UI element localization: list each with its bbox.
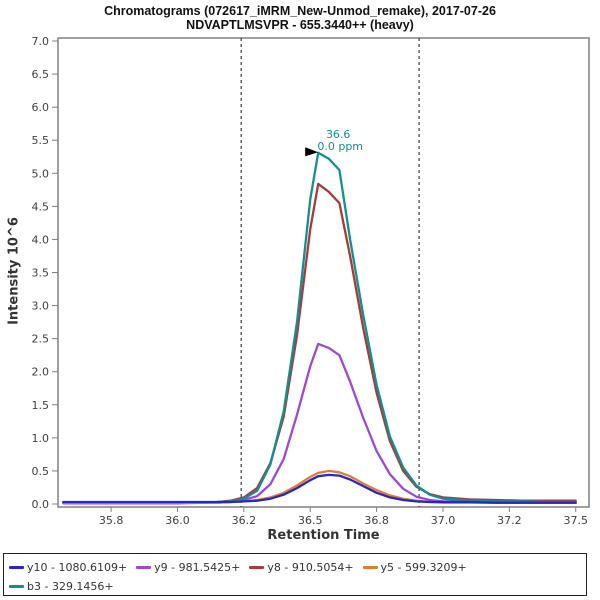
plot-border	[57, 37, 590, 508]
series-y10	[62, 473, 577, 504]
legend-item-y8: y8 - 910.5054+	[249, 558, 354, 577]
x-tick-label: 36.2	[232, 514, 257, 527]
chart-subtitle: NDVAPTLMSVPR - 655.3440++ (heavy)	[186, 18, 414, 32]
chart-title: Chromatograms (072617_iMRM_New-Unmod_rem…	[104, 4, 496, 18]
y-tick-label: 5.5	[32, 134, 50, 147]
legend-swatch-y5-icon	[362, 566, 378, 569]
peak-rt-annotation: 36.6	[326, 128, 351, 141]
series-y9	[62, 342, 577, 505]
legend-label-y10: y10 - 1080.6109+	[27, 561, 128, 574]
y-tick-label: 0.0	[32, 498, 50, 511]
legend-item-b3: b3 - 329.1456+	[9, 577, 114, 596]
y-tick-label: 3.0	[32, 300, 50, 313]
legend-label-y8: y8 - 910.5054+	[267, 561, 354, 574]
legend-item-y9: y9 - 981.5425+	[136, 558, 240, 577]
x-axis-title: Retention Time	[267, 528, 380, 543]
legend-swatch-y10-icon	[9, 566, 24, 569]
legend-swatch-b3-icon	[9, 585, 24, 588]
y-tick-label: 4.5	[32, 200, 50, 213]
chart-title-block: Chromatograms (072617_iMRM_New-Unmod_rem…	[0, 4, 600, 32]
legend-item-y10: y10 - 1080.6109+	[9, 558, 127, 577]
y-tick-label: 5.0	[32, 167, 50, 180]
y-tick-label: 1.0	[32, 432, 50, 445]
y-tick-label: 7.0	[32, 35, 50, 48]
x-tick-label: 36.8	[364, 514, 389, 527]
y-tick-label: 6.0	[32, 101, 50, 114]
x-tick-label: 36.0	[165, 514, 190, 527]
legend-label-b3: b3 - 329.1456+	[27, 580, 114, 593]
x-tick-label: 37.2	[497, 514, 522, 527]
x-tick-label: 36.5	[298, 514, 323, 527]
y-tick-label: 2.5	[32, 333, 50, 346]
legend-swatch-y8-icon	[249, 566, 265, 569]
x-tick-label: 37.5	[563, 514, 588, 527]
y-tick-label: 4.0	[32, 233, 50, 246]
y-tick-label: 0.5	[32, 465, 50, 478]
legend-label-y9: y9 - 981.5425+	[154, 561, 241, 574]
x-tick-label: 35.8	[99, 514, 124, 527]
peak-apex-arrow-icon	[305, 147, 319, 157]
y-tick-label: 3.5	[32, 267, 50, 280]
y-tick-label: 6.5	[32, 68, 50, 81]
x-tick-label: 37.0	[431, 514, 456, 527]
legend-item-y5: y5 - 599.3209+	[362, 558, 467, 577]
legend-label-y5: y5 - 599.3209+	[380, 561, 467, 574]
y-tick-label: 2.0	[32, 366, 50, 379]
peak-ppm-annotation: 0.0 ppm	[317, 140, 363, 153]
series-b3	[62, 151, 577, 504]
legend: y10 - 1080.6109+ y9 - 981.5425+ y8 - 910.5…	[3, 553, 587, 596]
y-tick-label: 1.5	[32, 399, 50, 412]
legend-swatch-y9-icon	[136, 566, 152, 569]
